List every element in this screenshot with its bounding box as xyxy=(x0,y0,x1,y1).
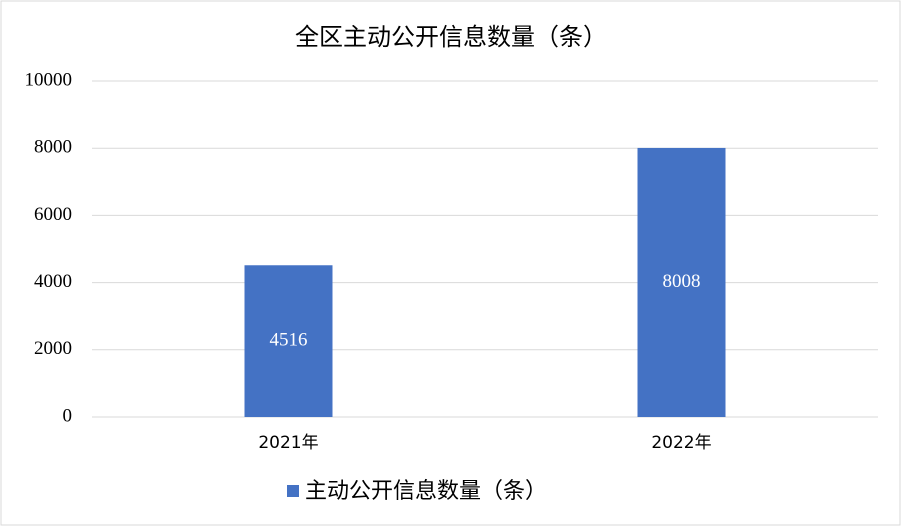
legend-swatch xyxy=(287,485,299,497)
bar xyxy=(637,147,726,417)
data-label: 4516 xyxy=(270,329,308,350)
x-tick-label: 2022年 xyxy=(651,433,711,453)
chart-title: 全区主动公开信息数量（条） xyxy=(295,23,607,51)
y-tick-label: 0 xyxy=(63,405,73,426)
y-tick-label: 10000 xyxy=(25,69,73,90)
y-tick-label: 2000 xyxy=(34,338,72,359)
y-tick-label: 6000 xyxy=(34,204,72,225)
y-tick-label: 8000 xyxy=(34,137,72,158)
x-tick-label: 2021年 xyxy=(258,433,318,453)
bar xyxy=(244,265,333,417)
data-label: 8008 xyxy=(663,271,701,292)
y-tick-label: 4000 xyxy=(34,271,72,292)
legend-label: 主动公开信息数量（条） xyxy=(305,479,547,504)
